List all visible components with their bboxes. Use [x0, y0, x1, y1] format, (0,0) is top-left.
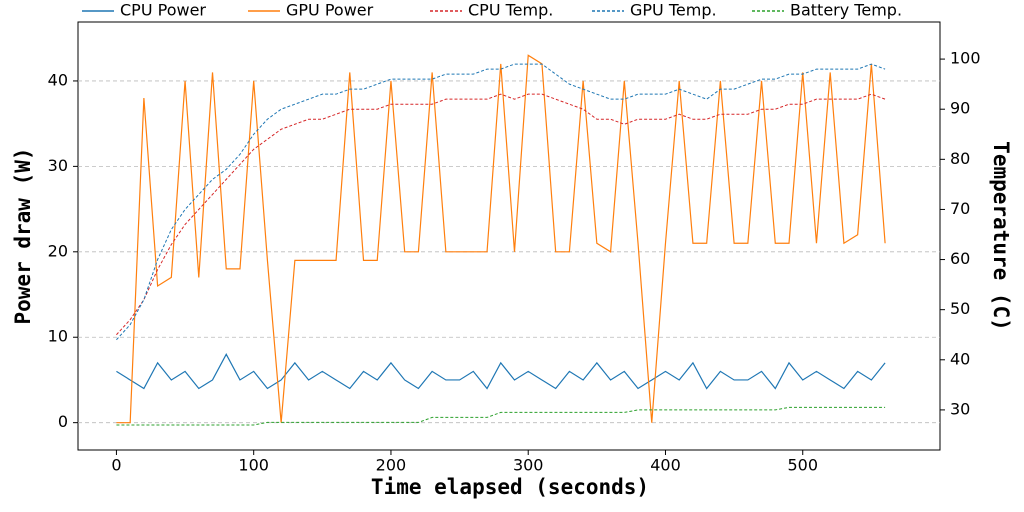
- y-axis-title: Power draw (W): [11, 147, 35, 324]
- x-tick-label: 200: [376, 456, 407, 475]
- y2-tick-label: 30: [950, 399, 970, 418]
- y2-tick-label: 70: [950, 199, 970, 218]
- y-tick-label: 30: [48, 156, 68, 175]
- y2-tick-label: 80: [950, 149, 970, 168]
- series-line: [116, 63, 886, 341]
- x-tick-label: 300: [513, 456, 544, 475]
- legend-label: GPU Power: [286, 1, 374, 20]
- y2-tick-label: 100: [950, 49, 981, 68]
- legend-label: Battery Temp.: [790, 1, 902, 20]
- plot-frame: [77, 21, 941, 451]
- series-line: [116, 93, 886, 336]
- y-tick-label: 0: [58, 412, 68, 431]
- x-axis-title: Time elapsed (seconds): [371, 475, 649, 499]
- legend-label: CPU Power: [120, 1, 206, 20]
- y2-tick-label: 40: [950, 349, 970, 368]
- y2-tick-label: 90: [950, 99, 970, 118]
- y-tick-label: 20: [48, 241, 68, 260]
- series-line: [116, 54, 886, 424]
- y2-axis-title: Temperature (C): [989, 141, 1013, 331]
- legend-label: CPU Temp.: [468, 1, 553, 20]
- y2-tick-label: 60: [950, 249, 970, 268]
- y-tick-label: 10: [48, 327, 68, 346]
- legend-label: GPU Temp.: [630, 1, 717, 20]
- y-tick-label: 40: [48, 70, 68, 89]
- x-tick-label: 0: [111, 456, 121, 475]
- x-tick-label: 100: [238, 456, 269, 475]
- x-tick-label: 500: [787, 456, 818, 475]
- x-tick-label: 400: [650, 456, 681, 475]
- series-line: [116, 353, 886, 390]
- series-line: [116, 406, 886, 426]
- y2-tick-label: 50: [950, 299, 970, 318]
